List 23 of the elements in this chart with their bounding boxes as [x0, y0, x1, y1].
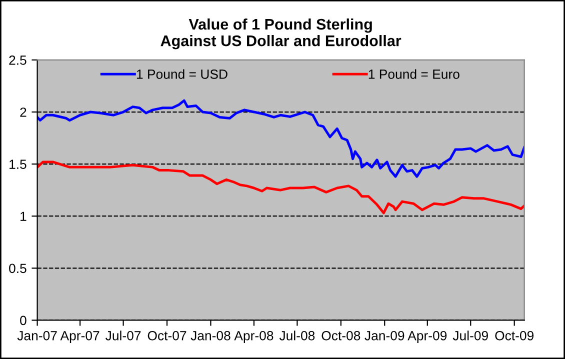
y-tick-label: 2: [20, 108, 26, 117]
x-tick-label: Jan-08: [190, 330, 230, 340]
x-tick-label: Oct-08: [322, 330, 360, 340]
y-tick-label: 0: [20, 316, 26, 326]
x-tick-label: Jul-08: [279, 330, 315, 340]
line-series: [37, 160, 524, 214]
x-tick-label: Apr-07: [60, 330, 100, 343]
x-tick-label: Jul-07: [106, 330, 141, 340]
y-tick-label: 1: [20, 212, 26, 221]
x-tick-label: Oct-09: [495, 330, 534, 340]
line-series: [37, 99, 524, 178]
x-tick-label: Apr-08: [234, 330, 274, 343]
x-tick-label: Jan-09: [364, 330, 404, 340]
chart-title: Value of 1 Pound Sterling Against US Dollar and Eurodollar: [160, 18, 402, 50]
legend-label: 1 Pound = Euro: [368, 69, 460, 79]
x-tick-label: Oct-07: [148, 330, 186, 340]
x-tick-label: Jul-09: [452, 330, 488, 340]
x-tick-label: Jan-07: [17, 330, 57, 340]
legend-label: 1 Pound = USD: [136, 69, 228, 79]
x-tick-label: Apr-09: [408, 330, 447, 343]
y-tick-label: 2.5: [9, 56, 26, 65]
y-tick-label: 1.5: [10, 160, 26, 169]
y-tick-label: 0.5: [9, 264, 26, 274]
